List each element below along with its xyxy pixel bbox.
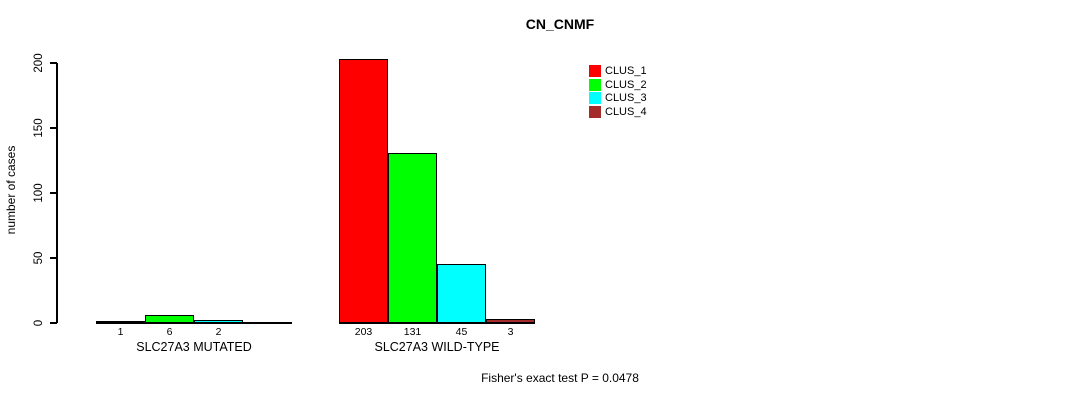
legend-label: CLUS_2	[605, 78, 647, 91]
legend-swatch	[589, 105, 601, 118]
group-label: SLC27A3 MUTATED	[136, 340, 252, 354]
y-axis-tick	[50, 192, 57, 194]
y-axis-tick-label: 100	[33, 183, 45, 203]
bar-value-label: 131	[403, 326, 422, 338]
y-axis-tick-label: 50	[33, 251, 45, 265]
bar	[437, 264, 486, 323]
bar-value-label: 6	[166, 326, 173, 338]
bar-value-label: 45	[455, 326, 468, 338]
chart-title: CN_CNMF	[525, 16, 595, 32]
bar	[388, 153, 437, 323]
y-axis-tick	[50, 257, 57, 259]
legend-label: CLUS_3	[605, 92, 647, 104]
y-axis-label: number of cases	[4, 145, 18, 235]
y-axis-tick	[50, 127, 57, 129]
bar-value-label: 3	[507, 326, 514, 338]
bar	[194, 320, 243, 323]
legend-swatch	[589, 65, 601, 77]
bar	[145, 315, 194, 323]
y-axis-tick	[50, 322, 57, 324]
y-axis-tick	[50, 62, 57, 64]
group-label: SLC27A3 WILD-TYPE	[374, 340, 500, 354]
bar	[339, 59, 388, 323]
fisher-test-annotation: Fisher's exact test P = 0.0478	[481, 371, 639, 385]
bar-value-label: 2	[215, 326, 222, 338]
bar-value-label: 203	[354, 326, 373, 338]
y-axis-tick-label: 150	[33, 118, 45, 138]
y-axis-tick-label: 0	[33, 319, 45, 327]
legend-swatch	[589, 92, 601, 104]
legend-label: CLUS_1	[605, 65, 647, 77]
bar	[486, 319, 535, 323]
y-axis-tick-label: 200	[33, 53, 45, 73]
legend-swatch	[589, 78, 601, 91]
bar-value-label: 1	[117, 326, 124, 338]
bar	[96, 321, 145, 323]
legend-label: CLUS_4	[605, 105, 647, 118]
